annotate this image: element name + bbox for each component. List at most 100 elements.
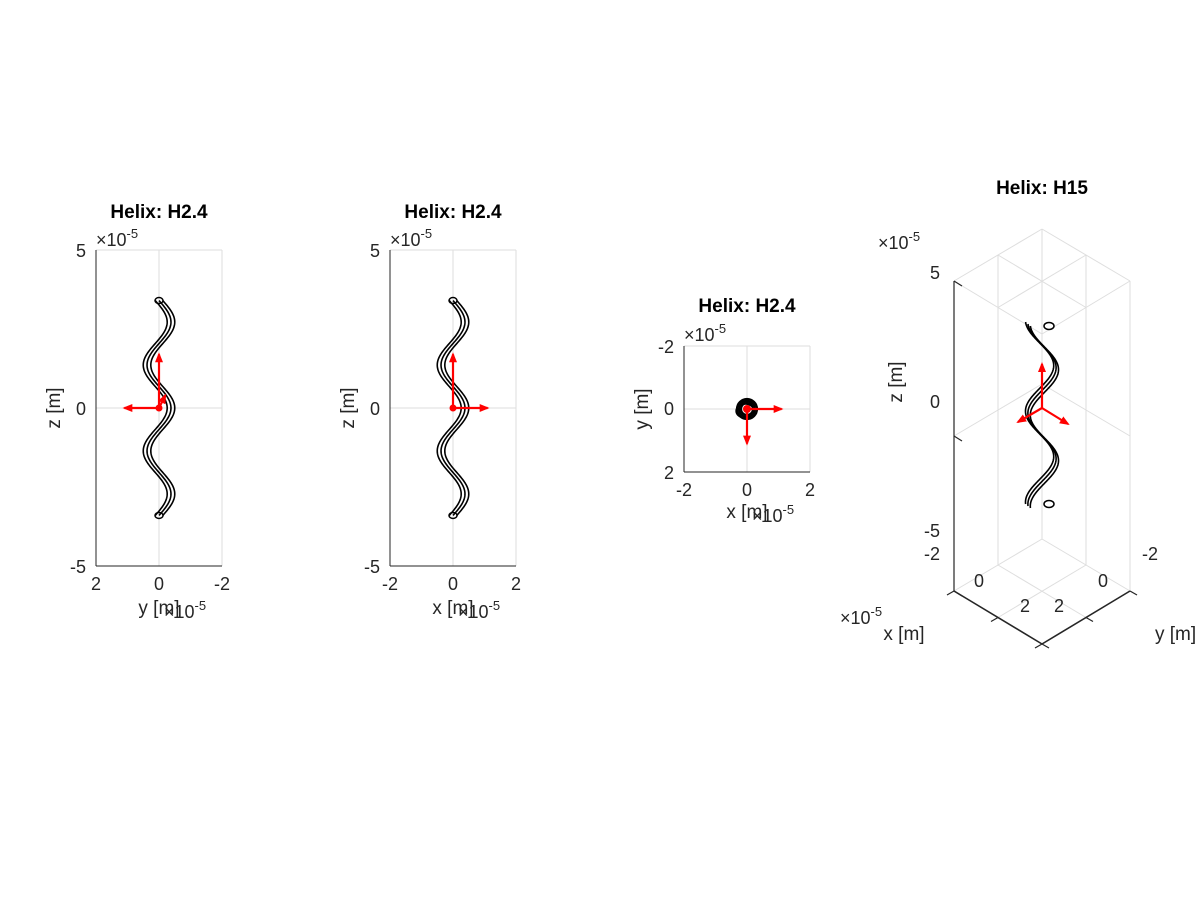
x-exponent-label: ×10-5	[840, 604, 882, 628]
exponent-base: ×10	[96, 230, 127, 250]
y-axis-label: z [m]	[44, 387, 65, 428]
panel-title: Helix: H2.4	[404, 202, 502, 223]
x-exponent-label: ×10-5	[164, 598, 206, 622]
z-tick	[953, 280, 963, 287]
x-tick-label: 2	[1020, 596, 1030, 616]
x-axis-label: x [m]	[883, 624, 924, 645]
x-tick	[1034, 643, 1043, 649]
panel-title: Helix: H2.4	[698, 296, 796, 317]
exponent-power: -5	[195, 598, 207, 613]
exponent-power: -5	[127, 226, 139, 241]
y-tick	[1129, 590, 1138, 596]
z-tick-label: 5	[930, 263, 940, 283]
y-tick-label: 2	[1054, 596, 1064, 616]
helix-ring	[735, 403, 755, 419]
exponent-power: -5	[871, 604, 883, 619]
y-tick-label: -5	[70, 557, 86, 577]
exponent-power: -5	[489, 598, 501, 613]
exponent-power: -5	[909, 229, 921, 244]
exponent-power: -5	[715, 321, 727, 336]
z-tick	[953, 590, 963, 597]
grid-line	[997, 254, 1087, 308]
exponent-power: -5	[783, 502, 795, 517]
z-tick	[953, 435, 963, 442]
y-tick-label: -2	[1142, 544, 1158, 564]
x-tick-label: 0	[974, 571, 984, 591]
y-tick	[1085, 616, 1094, 623]
exponent-base: ×10	[164, 602, 195, 622]
exponent-base: ×10	[752, 506, 783, 526]
helix-strand	[1029, 325, 1060, 509]
x-exponent-label: ×10-5	[752, 502, 794, 526]
panel-title: Helix: H15	[996, 178, 1088, 199]
frame-arrow	[1016, 407, 1043, 424]
x-tick-label: -2	[924, 544, 940, 564]
helix-end-cap	[154, 511, 164, 520]
frame-origin-dot	[743, 405, 751, 413]
body-frame-arrows	[449, 352, 490, 412]
body-frame-arrows	[1016, 362, 1070, 426]
x-exponent-label: ×10-5	[458, 598, 500, 622]
y-exponent-label: ×10-5	[390, 226, 432, 250]
x-tick-label: -2	[676, 480, 692, 500]
x-axis-label: x [m]	[432, 598, 473, 619]
exponent-base: ×10	[458, 602, 489, 622]
y-exponent-label: ×10-5	[684, 321, 726, 345]
exponent-base: ×10	[840, 608, 871, 628]
x-tick-label: -2	[382, 574, 398, 594]
exponent-base: ×10	[684, 325, 715, 345]
frame-arrow	[1041, 407, 1070, 426]
x-tick	[946, 590, 955, 596]
x-axis-label: x [m]	[726, 502, 767, 523]
z-axis-label: z [m]	[886, 361, 907, 402]
x-tick	[990, 616, 999, 623]
x-tick-label: 2	[511, 574, 521, 594]
helix-strand	[142, 300, 168, 516]
helix-end-cap	[1043, 321, 1055, 331]
x-tick-label: -2	[214, 574, 230, 594]
y-axis-label: z [m]	[338, 387, 359, 428]
helix-strand	[146, 300, 172, 516]
y-tick-label: 0	[1098, 571, 1108, 591]
y-tick-label: -5	[364, 557, 380, 577]
y-tick-label: 0	[664, 399, 674, 419]
exponent-base: ×10	[390, 230, 421, 250]
z-exponent-label: ×10-5	[878, 229, 920, 253]
body-frame-arrows	[122, 352, 167, 412]
z-tick-label: -5	[924, 521, 940, 541]
helix-strand	[150, 300, 176, 516]
y-tick-label: 5	[370, 241, 380, 261]
helix-end-cap	[1043, 499, 1055, 509]
x-axis-label: y [m]	[138, 598, 179, 619]
panel-title: Helix: H2.4	[110, 202, 208, 223]
frame-origin-dot	[155, 404, 163, 412]
frame-origin-dot	[449, 404, 457, 412]
panel-front-view: Helix: H2.4 5 0 -5 -2 0 2 ×10-5 ×10-5 x …	[338, 202, 521, 622]
helix-end-cap	[154, 296, 164, 305]
x-tick-label: 2	[805, 480, 815, 500]
helix-curve	[142, 296, 176, 520]
y-exponent-label: ×10-5	[96, 226, 138, 250]
y-tick-label: 0	[76, 399, 86, 419]
panel-3d-view: Helix: H15 ×10-5 5 0 -5 z [m] -2 0 2 2 0…	[840, 178, 1196, 649]
y-tick-label: 5	[76, 241, 86, 261]
panel-side-view: Helix: H2.4 5 0 -5 2 0 -2 ×10-5 ×10-5 y …	[44, 202, 230, 622]
helix-end-cap	[448, 296, 458, 305]
grid-line	[997, 564, 1087, 618]
y-axis-label: y [m]	[1155, 624, 1196, 645]
helix-end-cap	[448, 511, 458, 520]
y-axis-label: y [m]	[632, 388, 653, 429]
y-tick-label: 2	[664, 463, 674, 483]
body-frame-arrows	[743, 405, 784, 446]
x-tick-label: 0	[154, 574, 164, 594]
x-tick-label: 0	[448, 574, 458, 594]
z-tick-label: 0	[930, 392, 940, 412]
y-tick	[1041, 643, 1050, 649]
panel-top-view: Helix: H2.4 -2 0 2 -2 0 2 ×10-5 ×10-5 x …	[632, 296, 815, 526]
exponent-power: -5	[421, 226, 433, 241]
y-tick-label: -2	[658, 337, 674, 357]
x-tick-label: 2	[91, 574, 101, 594]
exponent-base: ×10	[878, 233, 909, 253]
y-tick-label: 0	[370, 399, 380, 419]
